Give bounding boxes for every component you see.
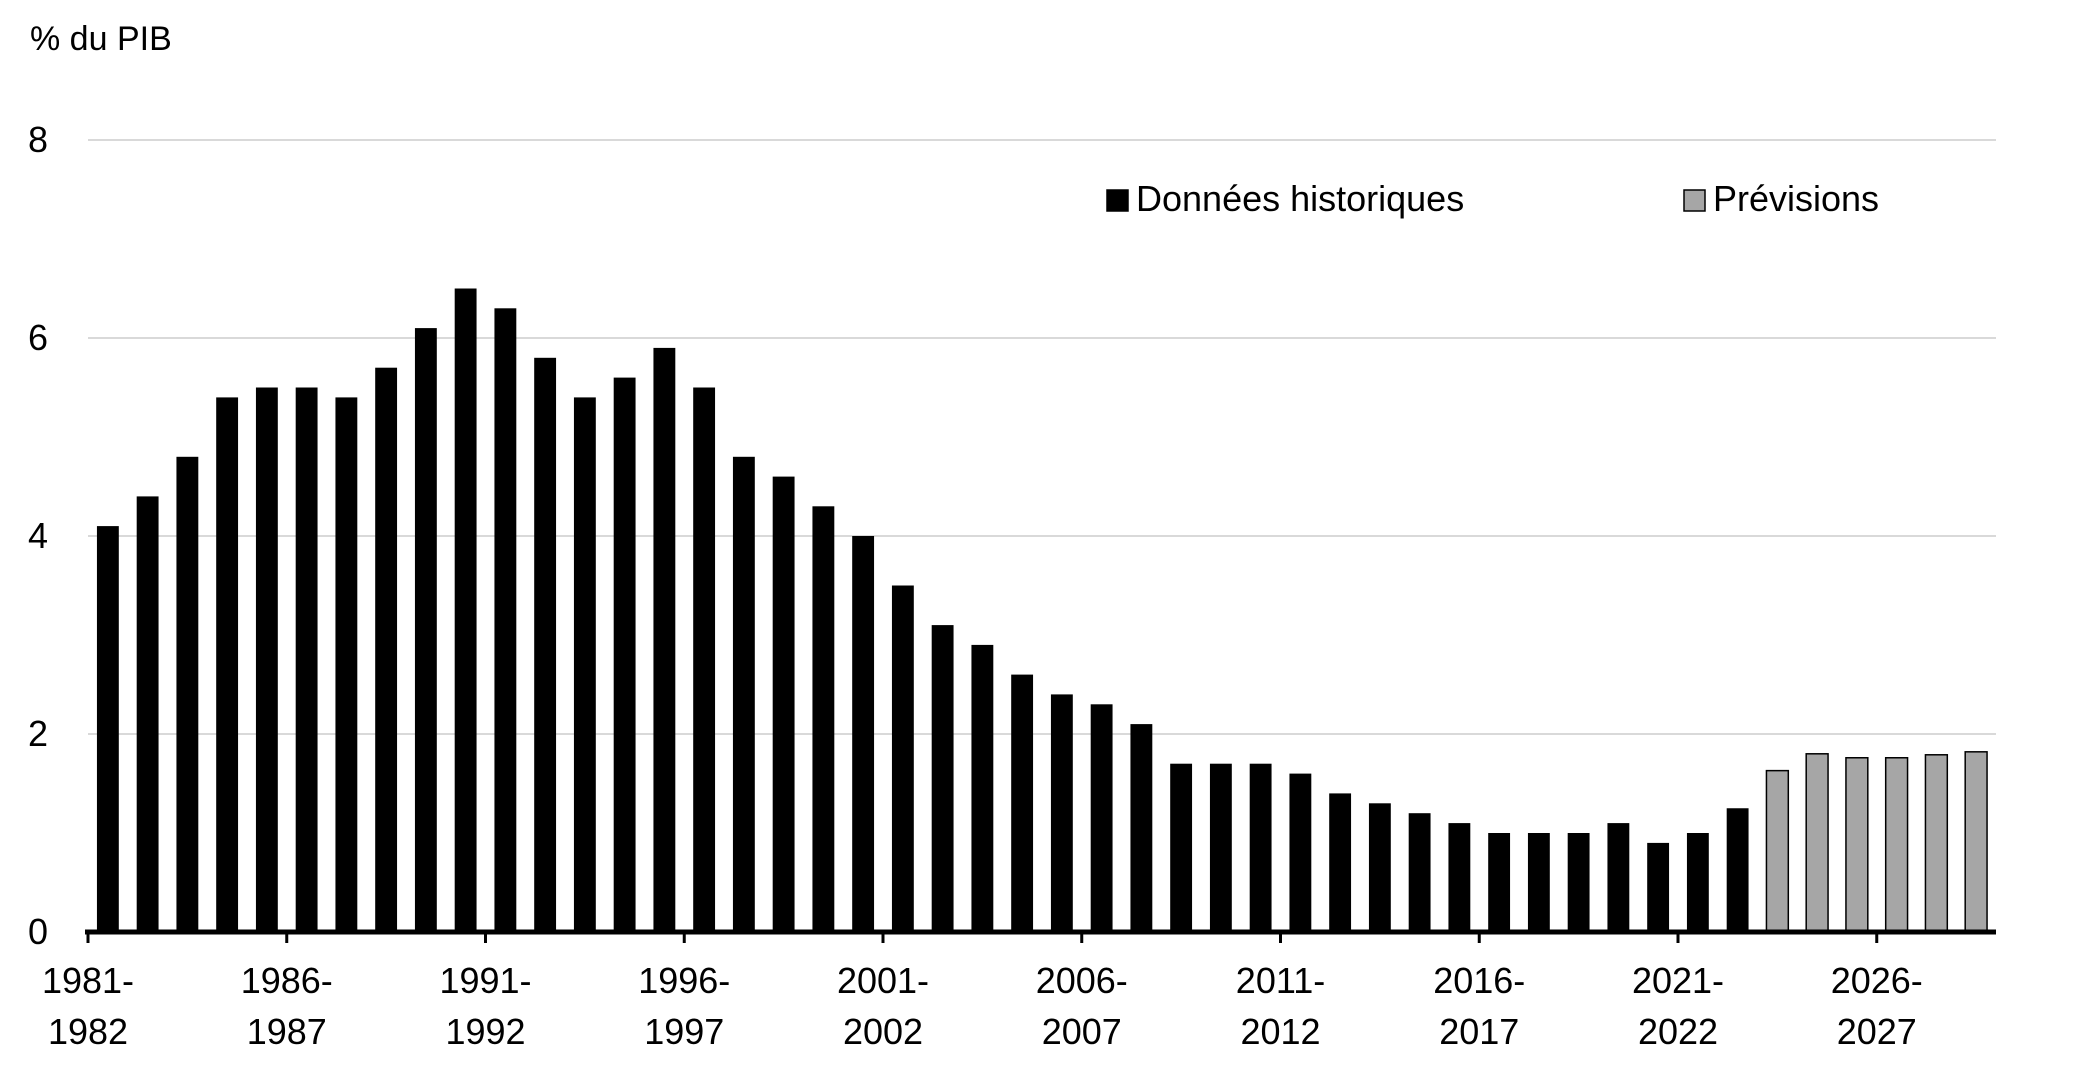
bar-historical bbox=[1488, 833, 1511, 932]
legend-label-forecast: Prévisions bbox=[1713, 178, 1879, 219]
bar-forecast bbox=[1924, 754, 1949, 933]
bar-historical bbox=[1567, 833, 1590, 932]
bar-historical bbox=[335, 397, 358, 932]
x-axis bbox=[85, 929, 1996, 943]
bar-historical bbox=[1368, 803, 1391, 932]
bar-historical bbox=[1249, 763, 1272, 932]
bar-forecast bbox=[1805, 753, 1829, 933]
x-axis-ticks: 1981-1982 1986-1987 1991-1992 1996-1997 2001… bbox=[42, 960, 1923, 1052]
bar-historical bbox=[534, 357, 557, 932]
bar-historical bbox=[732, 456, 755, 932]
bar-forecast bbox=[1765, 769, 1790, 933]
bar-forecast bbox=[1964, 751, 1988, 933]
bar-historical bbox=[653, 347, 676, 932]
bar-historical bbox=[494, 308, 517, 932]
x-tick-label: 2016-2017 bbox=[1433, 960, 1525, 1052]
x-tick-label: 1986-1987 bbox=[241, 960, 333, 1052]
bar-historical bbox=[454, 288, 477, 932]
bar-historical bbox=[1050, 694, 1073, 932]
bar-historical bbox=[1090, 704, 1113, 932]
bar-historical bbox=[1170, 763, 1193, 932]
bar-historical bbox=[772, 476, 795, 932]
legend-swatch-forecast bbox=[1683, 189, 1706, 212]
legend-label-historical: Données historiques bbox=[1136, 178, 1464, 219]
bars bbox=[96, 288, 1988, 933]
y-tick-label: 6 bbox=[28, 317, 48, 358]
y-tick-label: 4 bbox=[28, 515, 48, 556]
bar-historical bbox=[931, 625, 954, 932]
bar-historical bbox=[852, 536, 875, 932]
bar-historical bbox=[1209, 763, 1232, 932]
x-tick-label: 2001-2002 bbox=[837, 960, 929, 1052]
bar-historical bbox=[375, 367, 398, 932]
bar-historical bbox=[1329, 793, 1352, 932]
bar-historical bbox=[971, 644, 994, 932]
bar-historical bbox=[573, 397, 596, 932]
bar-historical bbox=[176, 456, 199, 932]
bar-historical bbox=[1130, 724, 1153, 932]
bar-historical bbox=[1607, 823, 1630, 932]
bar-historical bbox=[216, 397, 239, 932]
bar-forecast bbox=[1884, 757, 1909, 933]
bar-historical bbox=[1289, 773, 1312, 932]
y-axis-title: % du PIB bbox=[30, 20, 172, 58]
x-tick-label: 1996-1997 bbox=[638, 960, 730, 1052]
y-axis-ticks: 0 2 4 6 8 bbox=[28, 119, 48, 952]
bar-historical bbox=[1408, 813, 1431, 932]
bar-historical bbox=[255, 387, 278, 932]
bar-historical bbox=[1647, 842, 1670, 932]
bar-historical bbox=[1527, 833, 1550, 932]
bar-historical bbox=[613, 377, 636, 933]
bar-historical bbox=[891, 585, 914, 932]
x-tick-label: 2006-2007 bbox=[1036, 960, 1128, 1052]
bar-historical bbox=[136, 496, 159, 932]
x-tick-label: 2026-2027 bbox=[1831, 960, 1923, 1052]
bar-forecast bbox=[1845, 757, 1869, 933]
gridlines bbox=[88, 139, 1996, 735]
y-tick-label: 8 bbox=[28, 119, 48, 160]
bar-historical bbox=[414, 328, 437, 933]
bar-historical bbox=[812, 506, 835, 932]
x-tick-label: 1991-1992 bbox=[439, 960, 531, 1052]
bar-historical bbox=[1726, 808, 1749, 932]
y-tick-label: 2 bbox=[28, 713, 48, 754]
y-tick-label: 0 bbox=[28, 911, 48, 952]
x-tick-label: 2011-2012 bbox=[1236, 960, 1325, 1052]
bar-historical bbox=[693, 387, 716, 932]
bar-historical bbox=[1448, 823, 1471, 932]
legend: Données historiques Prévisions bbox=[1106, 178, 1879, 219]
bar-historical bbox=[1011, 674, 1034, 932]
x-tick-label: 2021-2022 bbox=[1632, 960, 1724, 1052]
bar-historical bbox=[1686, 833, 1709, 932]
bar-historical bbox=[295, 387, 318, 932]
x-tick-label: 1981-1982 bbox=[42, 960, 134, 1052]
legend-swatch-historical bbox=[1106, 189, 1129, 212]
bar-historical bbox=[96, 526, 119, 932]
